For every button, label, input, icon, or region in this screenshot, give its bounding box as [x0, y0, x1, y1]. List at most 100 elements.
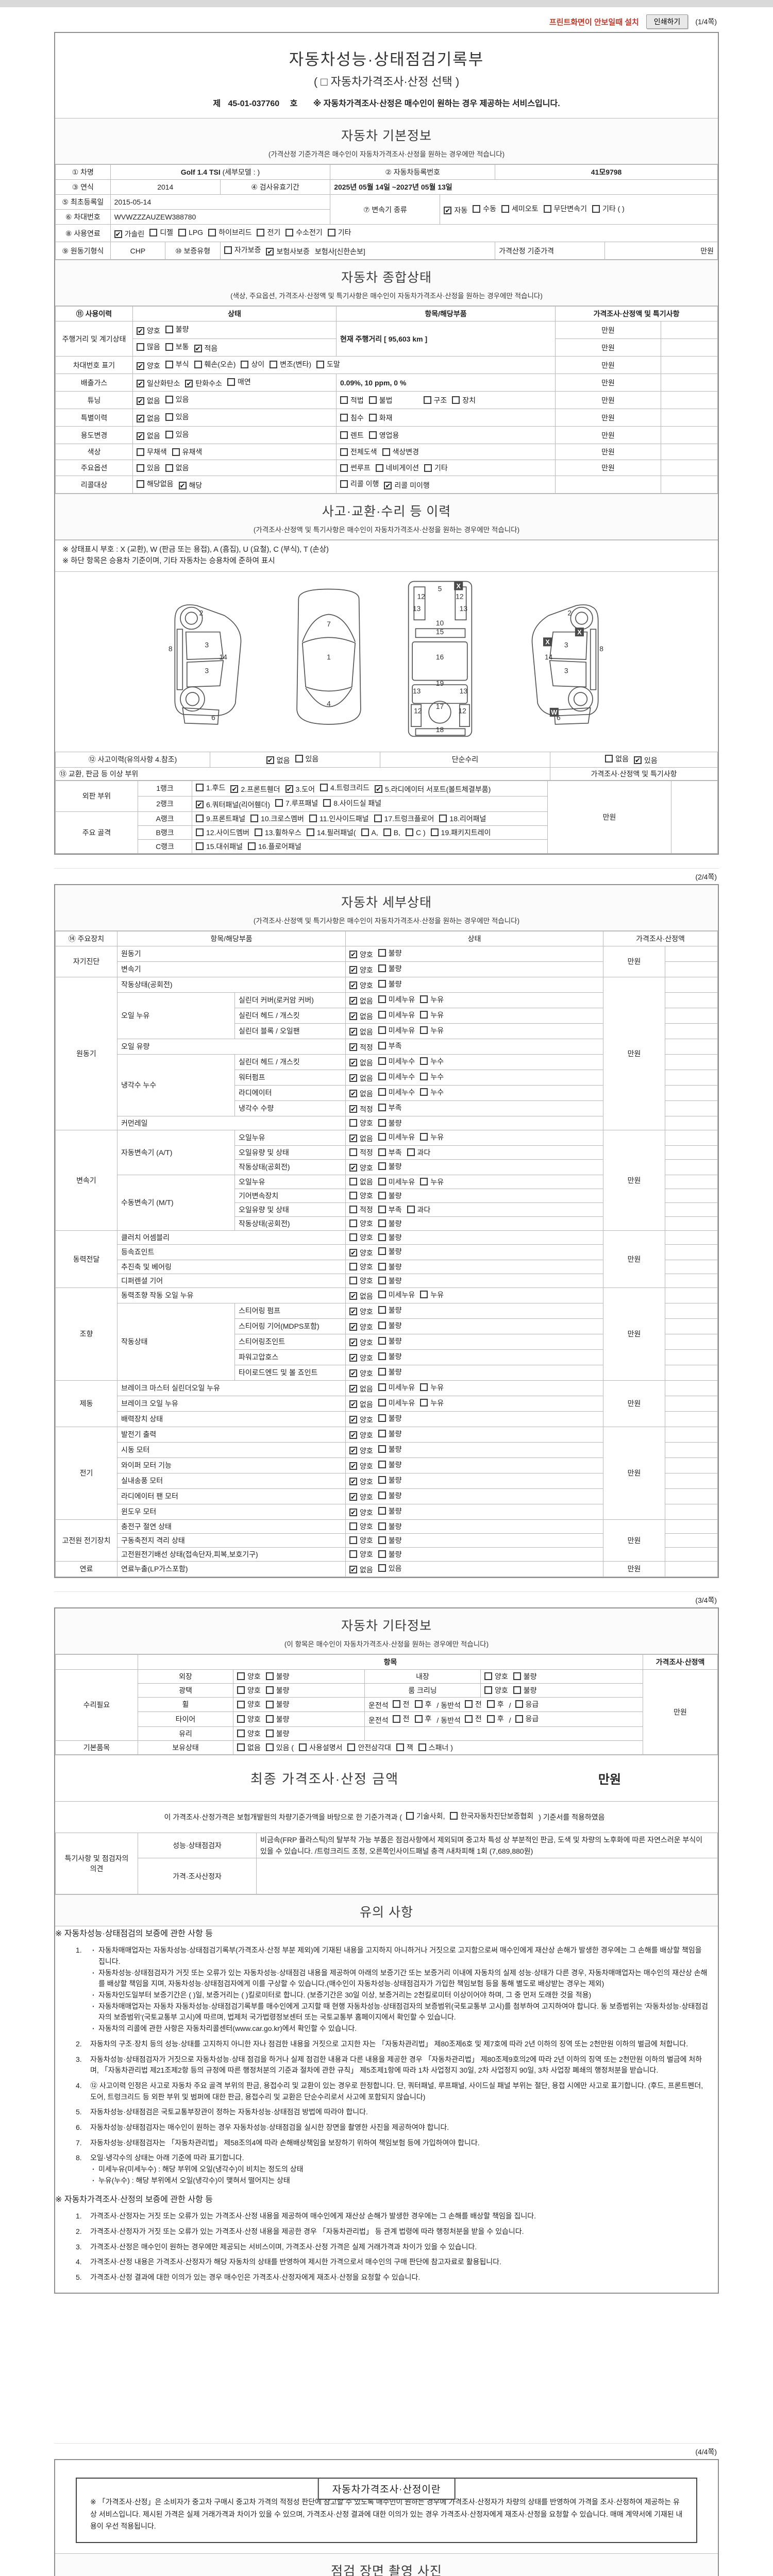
option-label: 적음 — [204, 344, 218, 352]
item-label: 수동변속기 (M/T) — [117, 1174, 235, 1231]
checkbox-option: 미세누유 — [378, 1177, 415, 1187]
checkbox-option: 있음 — [295, 754, 318, 764]
unchecked-checkbox-icon — [420, 1026, 428, 1034]
checked-checkbox-icon: ✔ — [194, 344, 202, 352]
notice-item: 6. 자동차성능·상태점검자는 매수인이 원하는 경우 자동차성능·상태점검을 실… — [76, 2123, 449, 2131]
option-label: 후 — [497, 1700, 504, 1708]
option-label: 전 — [402, 1715, 410, 1723]
unchecked-checkbox-icon — [361, 828, 369, 836]
option-label: 잭 — [406, 1743, 413, 1752]
checkbox-option: 불량 — [378, 948, 402, 958]
option-label: 있음 — [175, 395, 189, 403]
unchecked-checkbox-icon — [196, 784, 204, 791]
checkbox-option: 불량 — [378, 1305, 402, 1315]
option-label: 양호 — [147, 327, 160, 335]
unchecked-checkbox-icon — [420, 1088, 428, 1096]
unchecked-checkbox-icon — [378, 1133, 386, 1141]
option-label: 리콜 이행 — [350, 480, 379, 488]
checkbox-option: ✔ 없음 — [137, 396, 160, 406]
unchecked-checkbox-icon — [299, 1743, 307, 1751]
sub-item-label: 오일누유 — [234, 1129, 346, 1146]
checkbox-option: 누수 — [420, 1087, 444, 1097]
checkbox-option: 16.플로어패널 — [247, 841, 301, 852]
unchecked-checkbox-icon — [414, 1715, 423, 1723]
option-label: 양호 — [247, 1700, 261, 1709]
checkbox-option: ✔ 적음 — [194, 343, 218, 353]
other-col-empty — [55, 1654, 138, 1670]
notice-item: 3. 가격조사·산정은 매수인이 원하는 경우에만 제공되는 서비스이며, 가격조… — [76, 2242, 477, 2251]
comprehensive-table: ⑪ 사용이력 상태 항목/해당부품 가격조사·산정액 및 특기사항 주행거리 및… — [55, 306, 718, 494]
emission-label: 배출가스 — [55, 374, 133, 392]
option-label: 한국자동차진단보증협회 — [460, 1811, 534, 1820]
checkbox-option: 누유 — [420, 1382, 444, 1393]
option-label: 부족 — [388, 1041, 402, 1050]
checked-checkbox-icon: ✔ — [266, 756, 274, 764]
car-submodel: (세부모델 : ) — [222, 168, 260, 176]
checked-checkbox-icon: ✔ — [285, 785, 293, 793]
note-cell — [665, 976, 718, 993]
option-label: 많음 — [147, 343, 160, 351]
checkbox-option: 있음 — [165, 412, 189, 422]
rank1-options: 1.후드 ✔ 2.프론트휀더 ✔ 3.도어 4.트렁크리드 ✔ 5.라디에이터 서포트(볼트체… — [192, 780, 548, 796]
notice-item: 8.오일·냉각수의 상태는 아래 기준에 따라 표기합니다.미세누유(미세누수)… — [55, 2150, 718, 2188]
option-label: 누유 — [430, 1026, 444, 1035]
detail-row: 원동기 작동상태(공회전) ✔ 양호 불량 만원 — [55, 976, 718, 1130]
checkbox-option: ✔ 양호 — [349, 1353, 373, 1363]
unchecked-checkbox-icon — [237, 1686, 245, 1694]
panel-number-label: 2 — [199, 608, 204, 617]
polish-options: 양호 불량 — [233, 1683, 365, 1698]
detail-row: 실린더 헤드 / 개스킷 ✔ 없음 미세누유 누유 — [56, 1007, 718, 1024]
damage-mark-x: X — [456, 582, 461, 589]
price-cell — [555, 476, 661, 494]
print-button[interactable]: 인쇄하기 — [646, 14, 688, 29]
option-label: 무단변속기 — [553, 205, 587, 213]
checkbox-option: 기타 — [424, 463, 448, 473]
unchecked-checkbox-icon — [295, 755, 303, 762]
option-label: 과다 — [417, 1205, 431, 1214]
checkbox-option: 7.루프패널 — [275, 798, 318, 808]
note-cell — [665, 1503, 718, 1520]
option-label: 전체도색 — [350, 448, 377, 456]
checkbox-option: ✔ 양호 — [349, 1307, 373, 1317]
checkbox-option: 후 — [414, 1714, 431, 1724]
checked-checkbox-icon: ✔ — [349, 1385, 358, 1393]
unchecked-checkbox-icon — [254, 828, 262, 836]
status-options: ✔ 없음 미세누유 누유 — [345, 1007, 604, 1024]
unchecked-checkbox-icon — [407, 1148, 415, 1156]
option-label: 불량 — [276, 1729, 290, 1738]
option-label: 누유 — [430, 995, 444, 1004]
unchecked-checkbox-icon — [378, 964, 386, 972]
rankA-options: 9.프론트패널 10.크로스멤버 11.인사이드패널 17.트렁크플로어 18.리어패널 — [192, 811, 548, 826]
damage-basis-line: ※ 하단 항목은 승용차 기준이며, 기타 자동차는 승용차에 준하여 표시 — [62, 556, 275, 565]
unchecked-checkbox-icon — [473, 205, 481, 213]
option-label: 보통 — [175, 343, 189, 351]
notices-header: 유의 사항 — [55, 1894, 718, 1927]
document-title: 자동차성능·상태점검기록부 — [289, 50, 484, 69]
option-label: 렌트 — [350, 431, 364, 439]
item-label: 커먼레일 — [116, 1115, 346, 1130]
option-label: 없음 — [360, 1074, 373, 1082]
unchecked-checkbox-icon — [316, 360, 325, 368]
item-label: 윈도우 모터 — [116, 1503, 346, 1520]
option-label: 양호 — [360, 1431, 373, 1439]
notice-item: 4. ⑫ 사고이력 인정은 사고로 자동차 주요 골격 부위의 판금, 용접수리 … — [76, 2081, 703, 2101]
status-options: 양호 불량 — [345, 1533, 604, 1548]
checkbox-option: 과다 — [407, 1205, 431, 1215]
unchecked-checkbox-icon — [378, 1337, 386, 1345]
notices-title: 유의 사항 — [360, 1905, 413, 1920]
checkbox-option: ✔ 없음 — [349, 996, 373, 1006]
wheel-detail-options: 운전석 전 후 / 동반석 전 후 / 응급 — [364, 1697, 644, 1712]
status-options: ✔ 양호 불량 — [345, 1503, 604, 1520]
unchecked-checkbox-icon — [137, 480, 144, 488]
status-options: 양호 불량 — [345, 1188, 604, 1203]
print-install-warning[interactable]: 프린트화면이 안보일때 설치 — [549, 18, 639, 27]
checkbox-option: 15.대쉬패널 — [196, 841, 243, 852]
note-cell — [665, 1202, 718, 1217]
checkbox-option: ✔ 없음 — [349, 1011, 373, 1022]
note-cell — [665, 1007, 718, 1024]
sub-item-label: 타이로드엔드 및 볼 죠인트 — [234, 1364, 346, 1381]
checkbox-option: ✔ 양호 — [349, 1461, 373, 1471]
unchecked-checkbox-icon — [378, 1073, 386, 1080]
unchecked-checkbox-icon — [420, 995, 428, 1003]
unchecked-checkbox-icon — [392, 1700, 400, 1708]
